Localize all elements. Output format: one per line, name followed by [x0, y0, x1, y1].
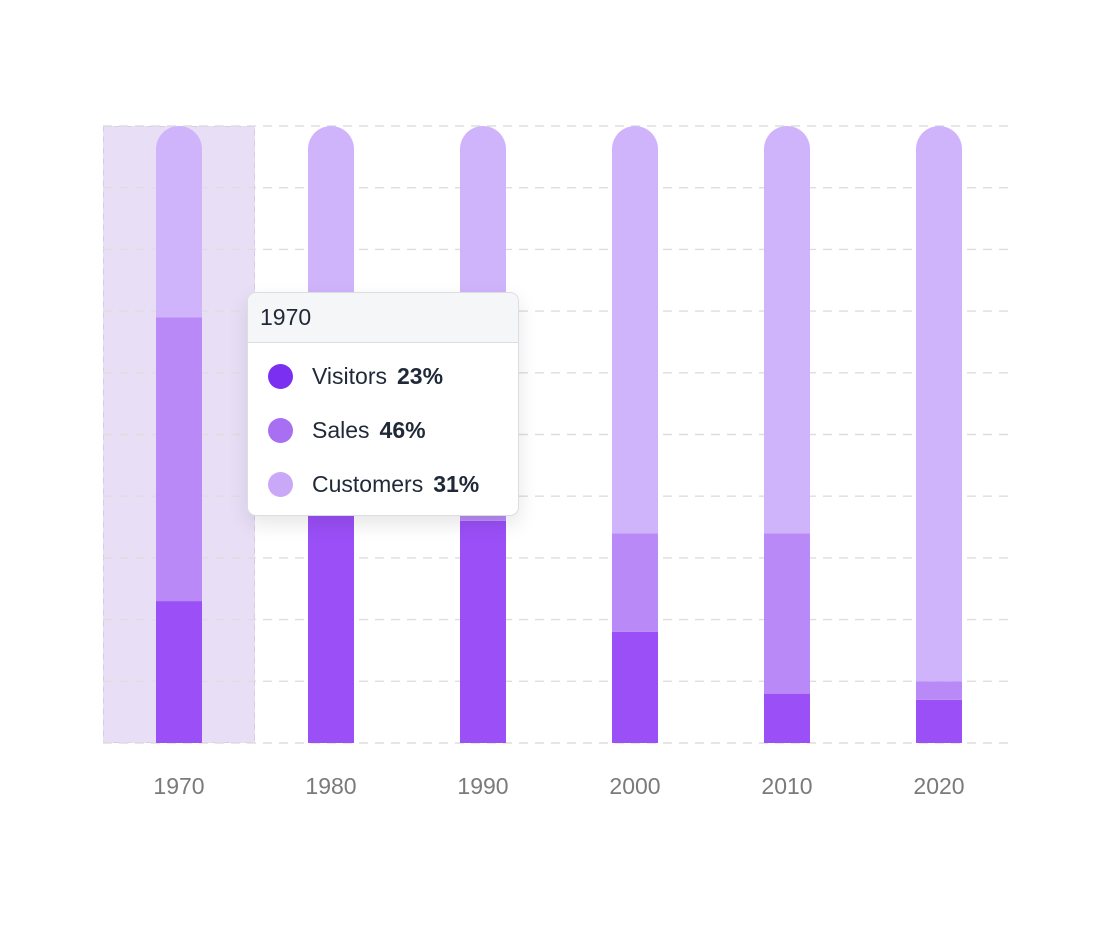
chart-tooltip: 1970 Visitors 23% Sales 46% Customers 31… [247, 292, 519, 516]
tooltip-value-sales: 46% [379, 416, 426, 443]
x-tick-label: 2010 [761, 773, 812, 799]
bar-segment-sales-2010 [764, 533, 810, 694]
bar-segment-visitors-1970 [156, 601, 202, 743]
tooltip-label-visitors: Visitors [312, 362, 387, 389]
tooltip-label-customers: Customers [312, 470, 424, 497]
bar-group-2020 [916, 126, 962, 743]
tooltip-label-sales: Sales [312, 416, 370, 443]
tooltip-value-visitors: 23% [397, 362, 444, 389]
bar-segment-visitors-2000 [612, 631, 658, 743]
bar-segment-customers-2020 [916, 126, 962, 682]
bar-segment-visitors-1990 [460, 520, 506, 743]
visitors-dot-icon [268, 363, 293, 389]
bar-segment-sales-1970 [156, 317, 202, 602]
bar-segment-visitors-2010 [764, 693, 810, 743]
bar-segment-customers-2000 [612, 126, 658, 534]
tooltip-value-customers: 31% [433, 470, 480, 497]
x-tick-label: 2000 [609, 773, 660, 799]
bar-segment-sales-2000 [612, 533, 658, 632]
tooltip-list: Visitors 23% Sales 46% Customers 31% [248, 343, 518, 511]
tooltip-title: 1970 [248, 293, 518, 343]
x-tick-label: 2020 [913, 773, 964, 799]
bar-group-2010 [764, 126, 810, 743]
x-tick-label: 1970 [153, 773, 204, 799]
bar-segment-customers-1970 [156, 126, 202, 318]
bar-segment-sales-1990 [460, 514, 506, 521]
tooltip-row-visitors: Visitors 23% [248, 349, 518, 403]
x-tick-label: 1980 [305, 773, 356, 799]
bar-segment-customers-2010 [764, 126, 810, 534]
tooltip-row-customers: Customers 31% [248, 457, 518, 511]
sales-dot-icon [268, 417, 293, 443]
tooltip-row-sales: Sales 46% [248, 403, 518, 457]
bar-segment-sales-2020 [916, 681, 962, 700]
bar-group-2000 [612, 126, 658, 743]
customers-dot-icon [268, 471, 293, 497]
x-tick-label: 1990 [457, 773, 508, 799]
bar-group-1970 [156, 126, 202, 743]
bar-segment-visitors-2020 [916, 699, 962, 743]
bar-segment-visitors-1980 [308, 514, 354, 743]
